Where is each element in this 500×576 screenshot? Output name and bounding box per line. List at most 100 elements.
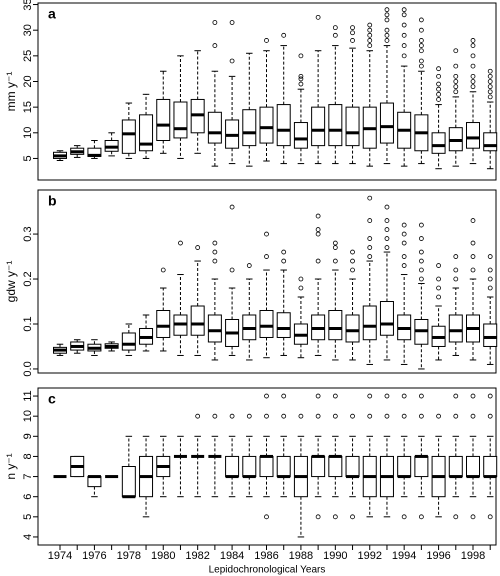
box	[276, 104, 291, 147]
outlier	[436, 73, 441, 79]
outlier	[470, 43, 476, 48]
outlier	[178, 240, 183, 246]
x-tick-label: 1976	[82, 550, 106, 562]
x-tick-label: 1984	[220, 550, 244, 562]
outlier	[470, 53, 476, 59]
outlier	[229, 267, 235, 273]
outlier	[384, 7, 390, 13]
x-tick-label: 1986	[254, 550, 278, 562]
outlier	[418, 258, 424, 264]
outlier	[367, 27, 373, 33]
outlier	[401, 231, 407, 237]
y-axis-label: mm y⁻¹	[4, 72, 18, 112]
outlier	[401, 263, 407, 268]
outlier	[281, 32, 287, 38]
outlier	[453, 89, 459, 95]
outlier	[436, 91, 441, 97]
panel-label: c	[48, 391, 56, 407]
outlier	[384, 245, 390, 250]
box	[345, 455, 360, 478]
outlier	[367, 22, 373, 28]
outlier	[281, 258, 287, 264]
outlier	[470, 63, 476, 69]
outlier	[384, 393, 390, 399]
x-tick-label: 1996	[426, 550, 450, 562]
outlier	[332, 514, 338, 520]
outlier	[401, 7, 407, 13]
outlier	[487, 276, 493, 282]
box	[466, 122, 480, 149]
box	[225, 455, 240, 478]
outlier	[350, 258, 355, 264]
outlier	[384, 236, 390, 241]
outlier	[315, 413, 321, 419]
outlier	[367, 43, 373, 48]
outlier	[470, 84, 476, 90]
box	[362, 305, 377, 341]
outlier	[384, 204, 390, 210]
y-tick-label: 0.3	[22, 226, 34, 241]
outlier	[418, 17, 424, 23]
outlier	[195, 413, 201, 419]
outlier	[264, 254, 269, 259]
outlier	[264, 38, 269, 43]
outlier	[470, 73, 476, 79]
outlier	[418, 27, 424, 33]
outlier	[401, 254, 407, 259]
outlier	[229, 58, 235, 64]
outlier	[418, 236, 424, 241]
outlier	[470, 413, 476, 419]
y-tick-label: 7	[22, 474, 34, 480]
box	[190, 305, 205, 336]
outlier	[401, 393, 407, 399]
outlier	[401, 53, 407, 59]
plot-frame	[37, 2, 497, 181]
outlier	[298, 285, 304, 291]
outlier	[401, 43, 407, 48]
y-tick-label: 35	[22, 0, 34, 11]
outlier	[401, 514, 407, 520]
box	[414, 455, 429, 478]
outlier	[418, 43, 424, 48]
outlier	[350, 413, 355, 419]
outlier	[487, 285, 493, 291]
y-tick-label: 11	[22, 390, 34, 401]
outlier	[487, 393, 493, 399]
outlier	[229, 20, 235, 25]
outlier	[436, 294, 441, 300]
outlier	[212, 249, 218, 255]
box	[328, 455, 343, 478]
y-tick-label: 15	[22, 101, 34, 113]
box	[121, 332, 136, 351]
outlier	[401, 240, 407, 246]
outlier	[418, 249, 424, 255]
outlier	[453, 48, 459, 54]
outlier	[418, 276, 424, 282]
outlier	[384, 218, 390, 223]
outlier	[384, 17, 390, 23]
outlier	[436, 66, 441, 72]
outlier	[436, 276, 441, 282]
outlier	[367, 195, 373, 201]
box	[345, 314, 360, 343]
outlier	[418, 63, 424, 69]
box	[242, 455, 257, 478]
box	[121, 119, 136, 154]
box	[139, 114, 154, 152]
outlier	[212, 258, 218, 264]
outlier	[264, 514, 269, 520]
outlier	[384, 413, 390, 419]
outlier	[298, 81, 304, 87]
y-tick-label: 0.0	[22, 361, 34, 376]
y-tick-label: 6	[22, 494, 34, 500]
outlier	[212, 240, 218, 246]
box	[397, 455, 412, 478]
outlier	[332, 32, 338, 38]
outlier	[281, 249, 287, 255]
outlier	[350, 25, 355, 31]
outlier	[229, 413, 235, 419]
y-tick-label: 4	[22, 534, 34, 540]
x-tick-label: 1990	[323, 550, 347, 562]
outlier	[436, 86, 441, 92]
